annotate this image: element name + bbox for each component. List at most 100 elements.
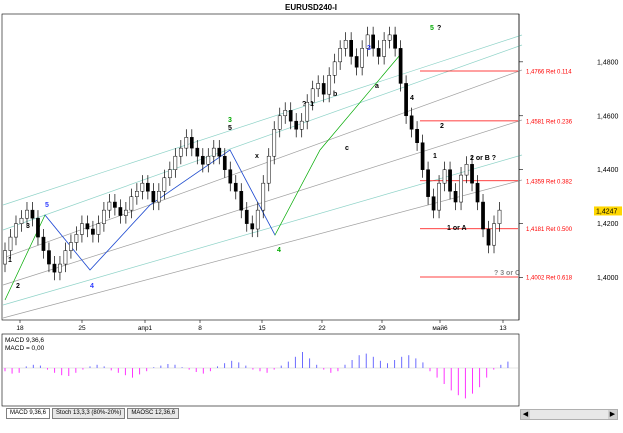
candle-body	[288, 110, 293, 122]
channel-line	[2, 34, 523, 206]
candle-body	[222, 155, 227, 170]
wave-label: a	[375, 83, 379, 90]
candle-body	[360, 48, 364, 68]
candle-body	[124, 209, 128, 216]
tab-stoch[interactable]: Stoch 13,3,3 (80%-20%)	[52, 408, 126, 419]
y-tick-label: 1,4000	[597, 275, 619, 282]
x-tick-label: апр1	[138, 325, 153, 332]
candle-body	[492, 223, 496, 246]
candle-body	[178, 147, 183, 157]
x-tick-label: 22	[318, 325, 326, 332]
indicator-tabs: MACD 9,36,6 Stoch 13,3,3 (80%-20%) MAOSC…	[6, 408, 180, 419]
candle-body	[8, 236, 13, 251]
wave-label: 1	[433, 153, 437, 160]
fibonacci-levels: 1,4766 Ret 0.114 1,4581 Ret 0.236 1,4359 R…	[420, 70, 573, 282]
candle-body	[162, 177, 167, 192]
candle-body	[189, 137, 194, 149]
fib-label: 1,4002 Ret 0.618	[526, 276, 573, 282]
wave-label: ?	[437, 25, 441, 32]
scroll-left-icon[interactable]: ◀	[521, 410, 530, 419]
candle-body	[146, 182, 150, 192]
candle-body	[448, 169, 452, 192]
candle-body	[464, 164, 469, 176]
candle-body	[3, 250, 7, 265]
x-tick-label: май6	[432, 324, 448, 332]
wave-label: x	[255, 153, 259, 160]
x-tick-label: 13	[499, 325, 507, 332]
tab-maosc[interactable]: MAOSC 12,36,6	[127, 408, 180, 419]
channel-line	[2, 179, 523, 319]
candle-body	[80, 223, 84, 235]
candle-body	[321, 83, 326, 95]
candle-body	[14, 223, 18, 238]
candle-body	[486, 228, 491, 246]
wave-label: 3	[228, 117, 232, 124]
candle-body	[36, 217, 40, 238]
candle-body	[58, 263, 62, 273]
candle-body	[371, 34, 375, 49]
candle-body	[470, 164, 474, 184]
wave-label: b	[333, 91, 337, 98]
candle-body	[349, 40, 354, 57]
wave-label: 2	[16, 283, 20, 290]
candle-body	[244, 209, 249, 224]
wave-path	[44, 149, 276, 271]
candle-body	[475, 182, 480, 203]
fib-label: 1,4181 Ret 0.500	[526, 227, 573, 233]
scroll-right-icon[interactable]: ▶	[608, 410, 617, 419]
wave-label: 4	[277, 247, 281, 254]
channel-line	[2, 69, 523, 259]
candle-body	[442, 169, 447, 184]
macd-value: MACD = 0,00	[5, 345, 45, 352]
x-tick-label: 25	[78, 325, 86, 332]
candle-body	[316, 83, 321, 90]
y-tick-label: 1,4800	[597, 59, 619, 66]
candle-body	[283, 110, 288, 117]
wave-label: 4	[90, 283, 94, 290]
candle-body	[233, 182, 238, 192]
candle-body	[239, 191, 244, 211]
candle-body	[310, 88, 315, 103]
candle-body	[217, 147, 222, 157]
candle-body	[420, 142, 425, 170]
candle-body	[431, 196, 436, 211]
candle-body	[426, 169, 430, 197]
candle-body	[52, 263, 57, 273]
candle-body	[453, 191, 458, 203]
candle-body	[365, 34, 370, 49]
candle-body	[195, 147, 200, 157]
candle-body	[437, 182, 441, 211]
candle-body	[393, 34, 397, 49]
candle-body	[338, 48, 343, 63]
candle-body	[129, 196, 134, 211]
wave-label: 5	[45, 202, 49, 209]
horizontal-scrollbar[interactable]: ◀ ▶	[520, 409, 618, 420]
candle-body	[415, 129, 419, 143]
candle-body	[305, 102, 310, 122]
candle-body	[113, 201, 117, 208]
wave-label: ?	[302, 101, 306, 108]
candle-body	[41, 236, 46, 251]
wave-label: 4	[410, 95, 414, 102]
wave-label: 3	[26, 223, 30, 230]
macd-histogram	[3, 352, 518, 399]
candle-body	[91, 228, 95, 235]
tab-macd[interactable]: MACD 9,36,6	[6, 408, 51, 419]
y-tick-label: 1,4200	[597, 221, 619, 228]
candle-body	[102, 209, 106, 224]
y-tick-label: 1,4400	[597, 167, 619, 174]
candle-body	[255, 209, 260, 230]
candle-body	[173, 155, 178, 170]
fib-label: 1,4359 Ret 0.382	[526, 179, 573, 185]
candlesticks	[3, 26, 502, 281]
candle-body	[63, 250, 68, 265]
candle-body	[387, 34, 392, 41]
candle-body	[272, 129, 277, 157]
channel-line	[2, 154, 523, 306]
candle-body	[206, 155, 211, 165]
candle-body	[250, 223, 255, 230]
candle-body	[151, 191, 156, 203]
